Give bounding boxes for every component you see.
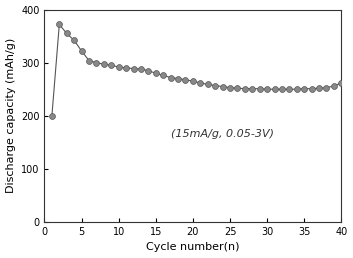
Point: [324, 86, 329, 90]
Point: [79, 49, 84, 53]
Point: [294, 87, 300, 91]
Point: [49, 114, 55, 118]
Point: [331, 84, 337, 88]
Point: [235, 86, 240, 90]
Point: [339, 81, 344, 85]
Point: [56, 22, 62, 27]
Point: [301, 87, 307, 91]
Point: [138, 67, 144, 71]
Point: [197, 81, 203, 85]
Point: [205, 82, 210, 86]
Point: [183, 78, 188, 82]
Point: [168, 76, 173, 80]
Point: [145, 69, 151, 73]
Point: [213, 83, 218, 87]
Point: [123, 66, 129, 70]
Point: [309, 87, 315, 91]
Point: [287, 87, 292, 91]
X-axis label: Cycle number(n): Cycle number(n): [146, 243, 240, 252]
Point: [153, 71, 158, 75]
Y-axis label: Discharge capacity (mAh/g): Discharge capacity (mAh/g): [6, 38, 16, 194]
Point: [264, 87, 270, 91]
Point: [279, 87, 285, 91]
Point: [257, 87, 263, 91]
Point: [64, 31, 70, 36]
Point: [316, 86, 322, 90]
Point: [250, 87, 255, 91]
Point: [71, 38, 77, 42]
Point: [160, 73, 166, 77]
Point: [190, 79, 196, 83]
Point: [227, 86, 233, 90]
Text: (15mA/g, 0.05-3V): (15mA/g, 0.05-3V): [170, 129, 274, 139]
Point: [94, 61, 99, 65]
Point: [101, 62, 107, 66]
Point: [116, 65, 121, 69]
Point: [272, 87, 277, 91]
Point: [86, 59, 92, 63]
Point: [175, 77, 181, 81]
Point: [220, 85, 226, 89]
Point: [242, 87, 248, 91]
Point: [131, 67, 136, 71]
Point: [108, 63, 114, 67]
